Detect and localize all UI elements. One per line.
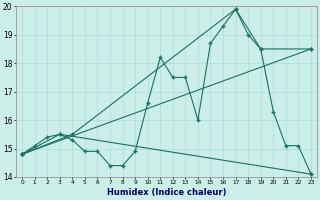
X-axis label: Humidex (Indice chaleur): Humidex (Indice chaleur) xyxy=(107,188,226,197)
